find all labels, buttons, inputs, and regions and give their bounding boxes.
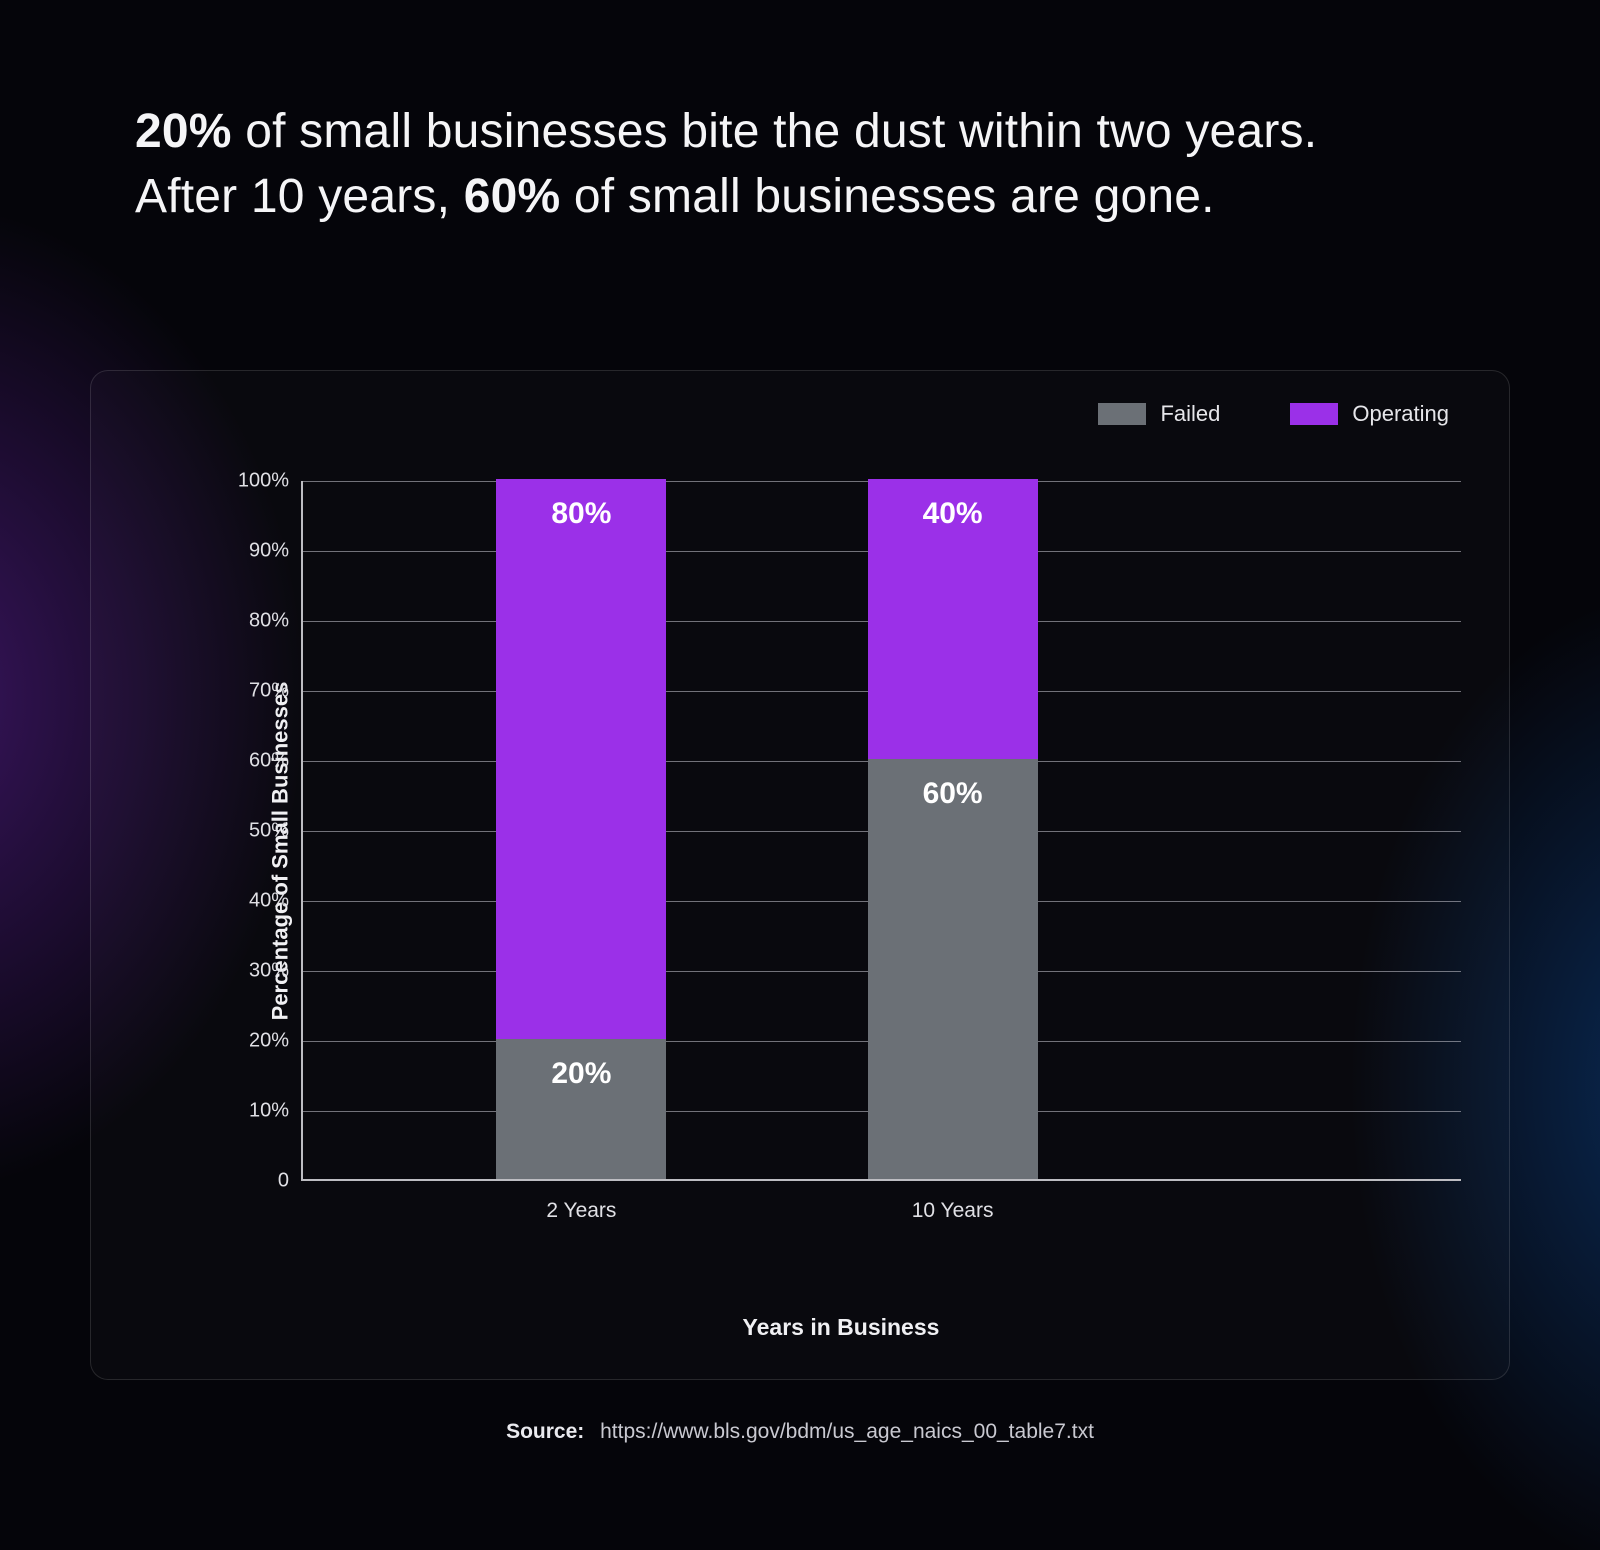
headline: 20% of small businesses bite the dust wi… — [135, 100, 1335, 230]
x-axis-label: Years in Business — [221, 1314, 1461, 1341]
legend-label: Failed — [1160, 401, 1220, 427]
legend-item: Failed — [1098, 401, 1220, 427]
y-tick-label: 20% — [249, 1030, 289, 1053]
source-line: Source: https://www.bls.gov/bdm/us_age_n… — [0, 1420, 1600, 1444]
y-tick-label: 0 — [278, 1170, 289, 1193]
chart-plot: Percentage of Small Businesses 010%20%30… — [221, 481, 1461, 1221]
headline-text: of small businesses are gone. — [560, 170, 1214, 223]
y-tick-label: 50% — [249, 820, 289, 843]
source-url: https://www.bls.gov/bdm/us_age_naics_00_… — [600, 1420, 1094, 1443]
y-tick-label: 100% — [238, 470, 289, 493]
bar-segment-operating: 80% — [496, 479, 666, 1039]
y-tick-label: 90% — [249, 540, 289, 563]
bar-segment-failed: 20% — [496, 1039, 666, 1179]
y-tick-label: 60% — [249, 750, 289, 773]
headline-emphasis: 60% — [464, 170, 561, 223]
plot-area: 010%20%30%40%50%60%70%80%90%100%20%80%2 … — [301, 481, 1461, 1181]
x-tick-label: 10 Years — [912, 1199, 994, 1223]
y-tick-label: 10% — [249, 1100, 289, 1123]
chart-card: FailedOperating Percentage of Small Busi… — [90, 370, 1510, 1380]
legend: Failed Operating — [1098, 401, 1449, 427]
bar-segment-operating: 40% — [868, 479, 1038, 759]
bar-segment-failed: 60% — [868, 759, 1038, 1179]
bar-group: 20%80%2 Years — [496, 479, 666, 1179]
legend-item: Operating — [1290, 401, 1449, 427]
headline-emphasis: 20% — [135, 105, 232, 158]
legend-label: Operating — [1352, 401, 1449, 427]
legend-swatch — [1290, 403, 1338, 425]
x-tick-label: 2 Years — [546, 1199, 616, 1223]
y-tick-label: 80% — [249, 610, 289, 633]
y-tick-label: 30% — [249, 960, 289, 983]
y-tick-label: 70% — [249, 680, 289, 703]
bar-group: 60%40%10 Years — [868, 479, 1038, 1179]
y-tick-label: 40% — [249, 890, 289, 913]
legend-swatch — [1098, 403, 1146, 425]
source-label: Source: — [506, 1420, 584, 1443]
